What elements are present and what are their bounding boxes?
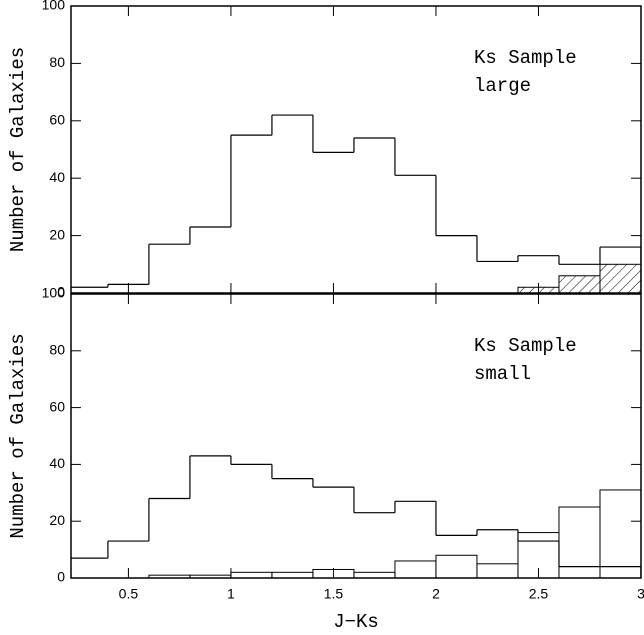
- x-tick-label: 2.5: [529, 586, 549, 602]
- annotation: small: [474, 363, 531, 385]
- hatched-bar: [558, 275, 601, 293]
- plot-frame: [70, 293, 642, 579]
- plot-area: [71, 455, 641, 578]
- y-tick-label: 40: [49, 169, 65, 185]
- hatched-bar: [394, 560, 437, 578]
- y-tick-label: 60: [49, 398, 65, 414]
- hatched-bar: [230, 571, 273, 578]
- hatched-bar: [599, 263, 641, 293]
- x-tick-label: 1.5: [324, 586, 344, 602]
- hatched-bar: [353, 571, 396, 578]
- hatched-bar: [599, 489, 641, 578]
- y-tick-label: 20: [49, 226, 65, 242]
- y-tick-label: 20: [49, 512, 65, 528]
- annotation: Ks Sample: [474, 335, 577, 357]
- x-tick-label: 3: [637, 586, 644, 602]
- y-axis-label: Number of Galaxies: [7, 333, 29, 538]
- y-tick-label: 40: [49, 455, 65, 471]
- y-tick-label: 0: [57, 284, 65, 300]
- y-tick-label: 0: [57, 569, 65, 585]
- y-tick-label: 80: [49, 342, 65, 358]
- y-tick-label: 60: [49, 112, 65, 128]
- plot-frame: [70, 5, 642, 294]
- annotation: large: [474, 75, 531, 97]
- y-tick-label: 100: [42, 0, 66, 13]
- y-tick-label: 100: [42, 285, 66, 301]
- y-axis-label: Number of Galaxies: [7, 47, 29, 252]
- x-axis-label: J−Ks: [333, 611, 379, 633]
- hatched-bar: [435, 554, 478, 578]
- y-tick-label: 80: [49, 54, 65, 70]
- x-tick-label: 2: [432, 586, 440, 602]
- hatched-bar: [558, 506, 601, 578]
- plot-area: [71, 114, 641, 293]
- annotation: Ks Sample: [474, 47, 577, 69]
- x-tick-label: 1: [227, 586, 235, 602]
- hatched-bar: [271, 571, 314, 578]
- hatched-bar: [476, 563, 519, 578]
- x-tick-label: 0.5: [119, 586, 139, 602]
